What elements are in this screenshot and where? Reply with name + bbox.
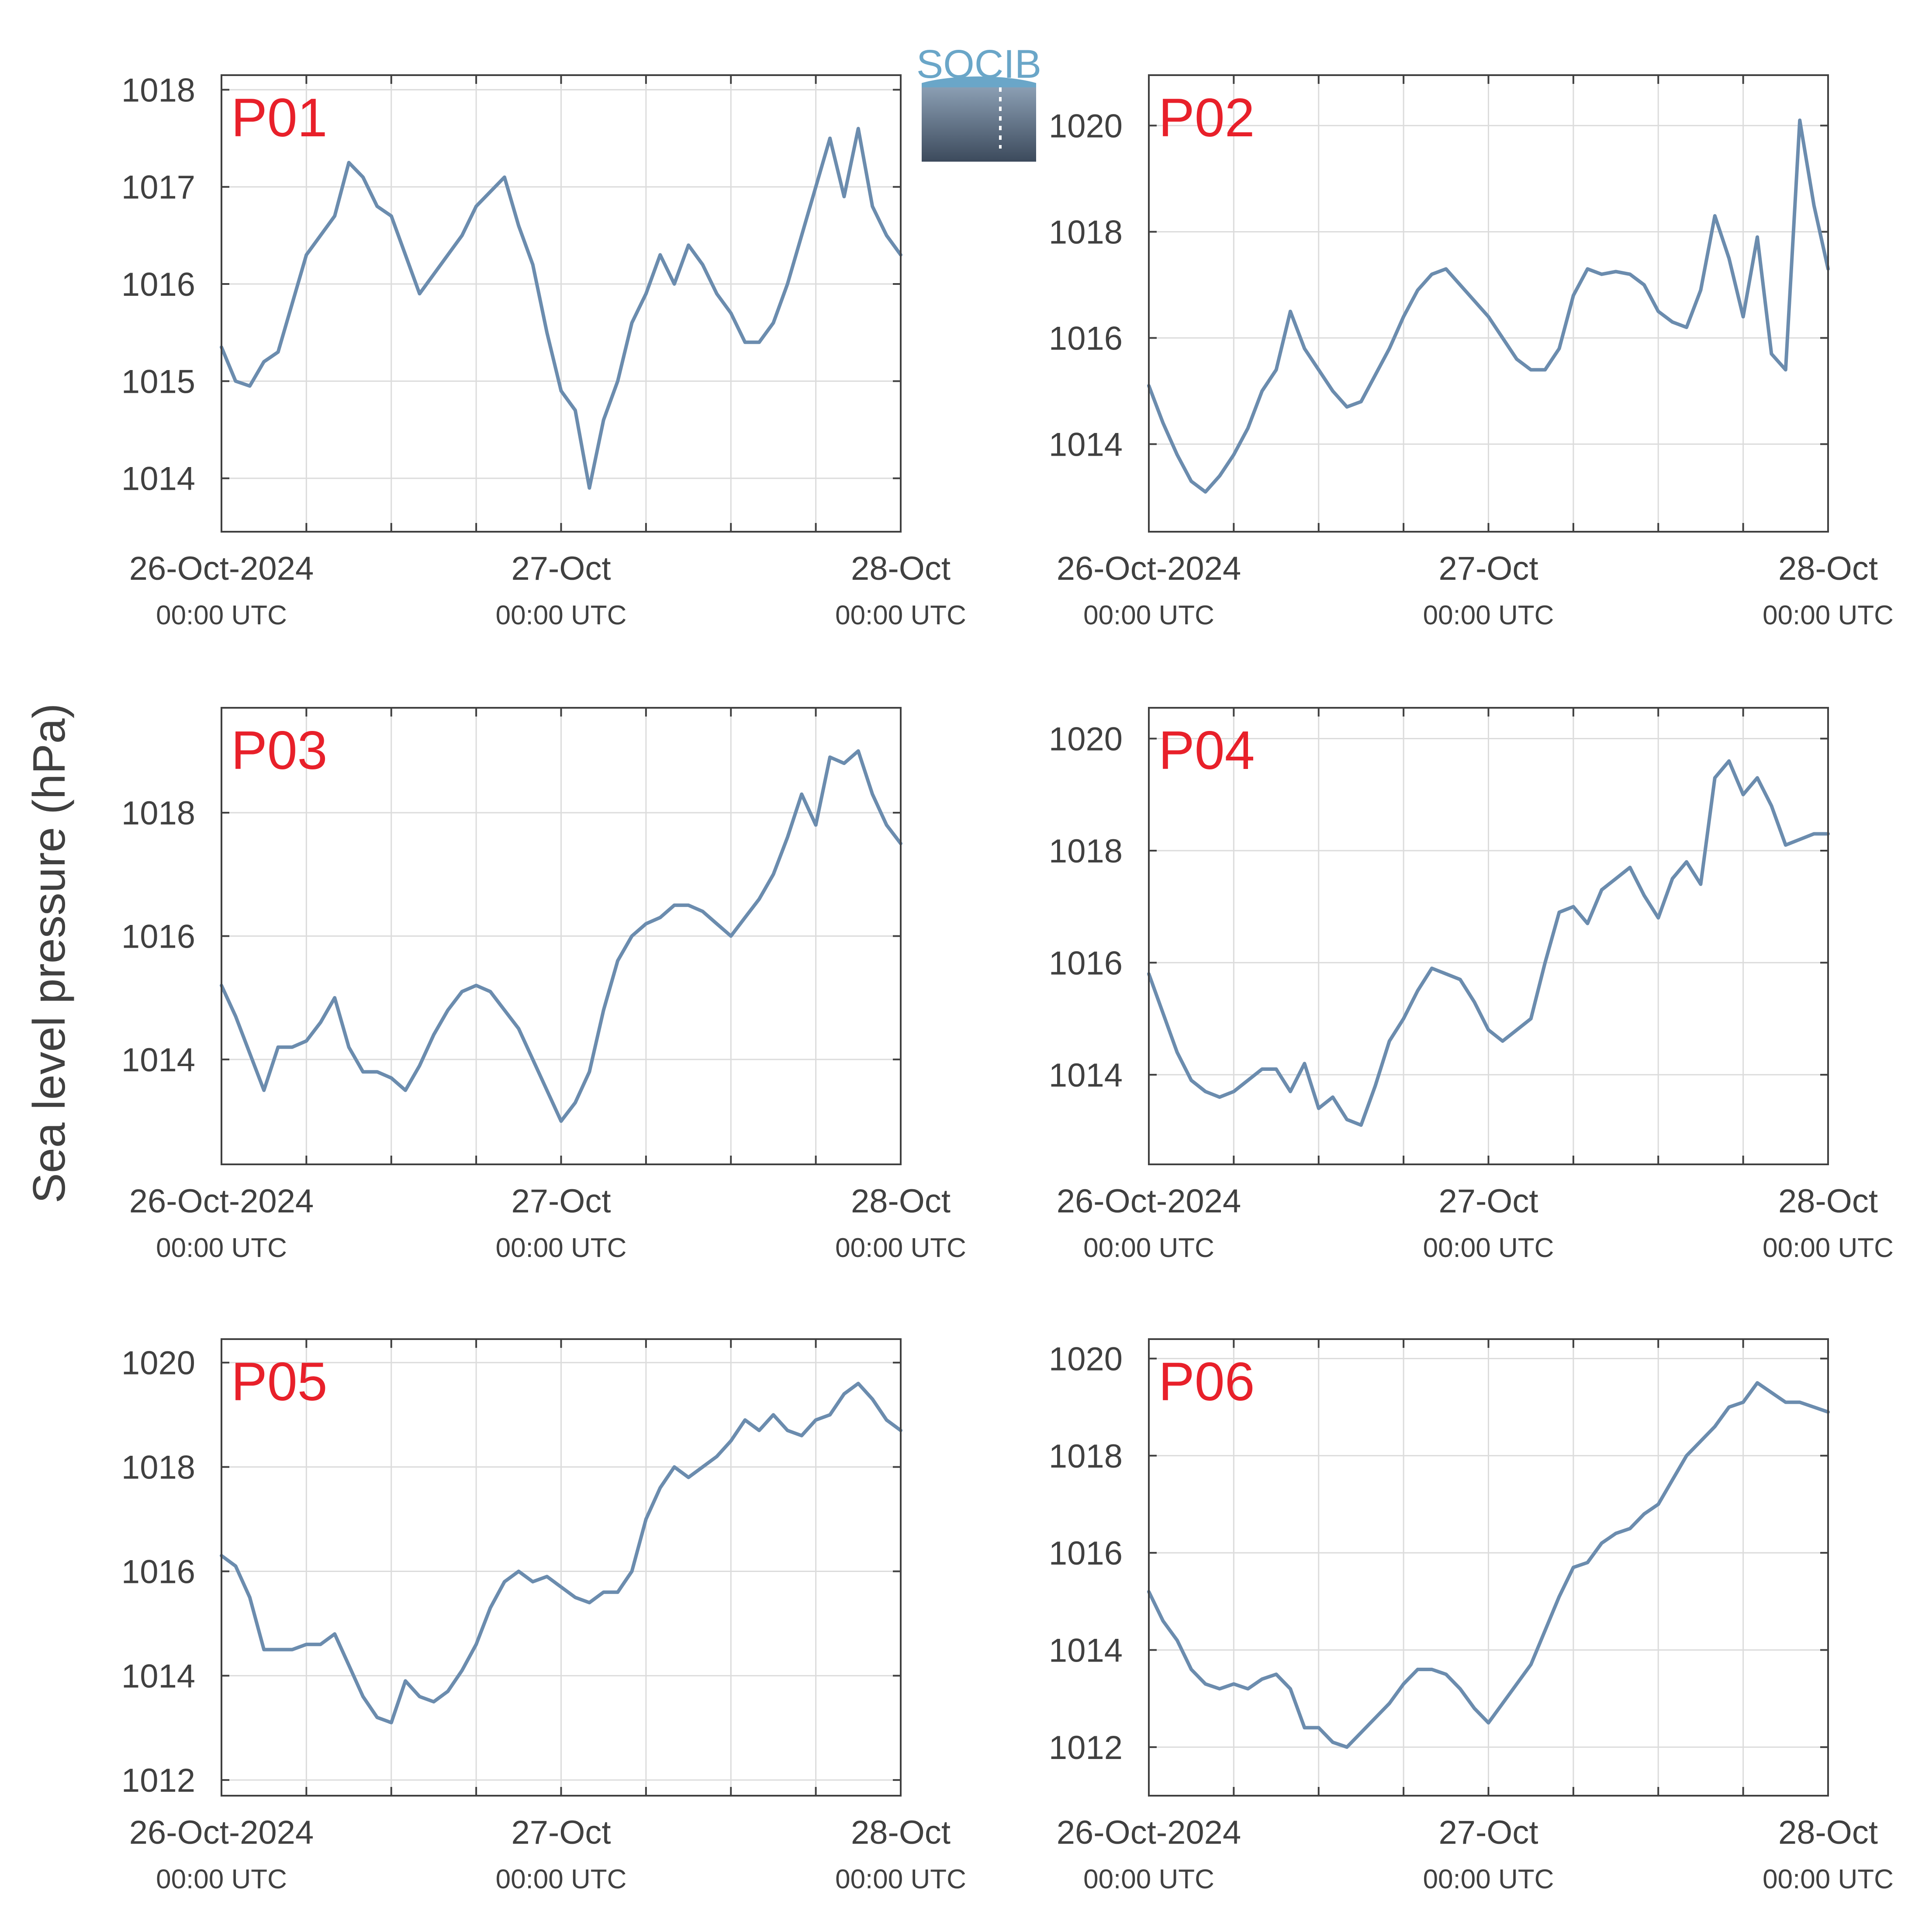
- x-tick-label-date: 27-Oct: [511, 1814, 611, 1851]
- y-tick-label: 1014: [121, 1042, 195, 1079]
- panel-p06: 1012 1014 1016 1018 1020 26-Oct-2024 00:00 UTC…: [1049, 1338, 1894, 1894]
- x-tick-label-date: 26-Oct-2024: [129, 1814, 314, 1851]
- x-tick-label-time: 00:00 UTC: [496, 600, 627, 630]
- y-tick-label: 1016: [1049, 320, 1123, 357]
- y-tick-label: 1012: [121, 1762, 195, 1799]
- y-tick-label: 1012: [1049, 1729, 1123, 1766]
- y-tick-label: 1020: [1049, 721, 1123, 758]
- x-tick-label-date: 26-Oct-2024: [1057, 1183, 1241, 1220]
- x-tick-label-date: 26-Oct-2024: [129, 1183, 314, 1220]
- panel-label-p04: P04: [1158, 720, 1255, 781]
- x-tick-label-date: 28-Oct: [1778, 1814, 1878, 1851]
- socib-logo: SOCIB: [916, 42, 1041, 162]
- y-tick-label: 1016: [121, 1553, 195, 1590]
- x-tick-label-date: 27-Oct: [1438, 1814, 1538, 1851]
- y-tick-label: 1018: [1049, 833, 1123, 870]
- x-tick-label-date: 28-Oct: [851, 1814, 951, 1851]
- x-tick-label-time: 00:00 UTC: [1763, 600, 1894, 630]
- y-tick-label: 1016: [121, 266, 195, 303]
- x-tick-label-time: 00:00 UTC: [156, 1864, 287, 1894]
- y-tick-label: 1016: [1049, 1535, 1123, 1572]
- series-line-p06: [1147, 1381, 1830, 1749]
- x-tick-label-time: 00:00 UTC: [1083, 600, 1214, 630]
- panel-label-p05: P05: [231, 1352, 328, 1412]
- y-tick-label: 1018: [121, 795, 195, 832]
- y-tick-label: 1020: [1049, 1340, 1123, 1378]
- panel-p03: 1014 1016 1018 26-Oct-2024 00:00 UTC 27-Oct 00…: [121, 707, 966, 1263]
- logo-block: [922, 83, 1036, 162]
- x-tick-label-date: 26-Oct-2024: [1057, 1814, 1241, 1851]
- x-tick-label-time: 00:00 UTC: [835, 1864, 966, 1894]
- x-tick-label-time: 00:00 UTC: [835, 600, 966, 630]
- plot-frame: [1148, 1338, 1829, 1797]
- y-tick-label: 1018: [1049, 214, 1123, 251]
- x-tick-label-time: 00:00 UTC: [1763, 1864, 1894, 1894]
- x-tick-label-time: 00:00 UTC: [1423, 600, 1554, 630]
- x-tick-label-time: 00:00 UTC: [835, 1233, 966, 1263]
- panel-p04: 1014 1016 1018 1020 26-Oct-2024 00:00 UTC 27-O…: [1049, 707, 1894, 1263]
- y-tick-label: 1018: [121, 1449, 195, 1486]
- y-tick-label: 1014: [121, 1658, 195, 1695]
- y-tick-label: 1016: [1049, 945, 1123, 982]
- series-line-p04: [1147, 759, 1830, 1127]
- series-line-p05: [220, 1381, 902, 1724]
- y-axis-title: Sea level pressure (hPa): [24, 703, 75, 1204]
- panel-label-p03: P03: [231, 720, 328, 781]
- y-tick-label: 1014: [1049, 426, 1123, 464]
- x-tick-label-date: 27-Oct: [1438, 550, 1538, 587]
- logo-wave: [922, 76, 1036, 87]
- x-tick-label-time: 00:00 UTC: [1423, 1233, 1554, 1263]
- x-tick-label-time: 00:00 UTC: [1083, 1233, 1214, 1263]
- x-tick-label-time: 00:00 UTC: [156, 600, 287, 630]
- plot-frame: [221, 707, 902, 1165]
- x-tick-label-date: 26-Oct-2024: [1057, 550, 1241, 587]
- plot-frame: [221, 74, 902, 533]
- plot-frame: [1148, 707, 1829, 1165]
- x-tick-label-date: 28-Oct: [851, 1183, 951, 1220]
- y-tick-label: 1018: [1049, 1438, 1123, 1475]
- x-tick-label-time: 00:00 UTC: [496, 1864, 627, 1894]
- panel-label-p01: P01: [231, 88, 328, 148]
- x-tick-label-date: 27-Oct: [1438, 1183, 1538, 1220]
- x-tick-label-date: 27-Oct: [511, 550, 611, 587]
- y-tick-label: 1015: [121, 363, 195, 400]
- series-line-p02: [1147, 118, 1830, 494]
- x-tick-label-date: 26-Oct-2024: [129, 550, 314, 587]
- series-line-p01: [220, 127, 902, 490]
- plot-frame: [1148, 74, 1829, 533]
- panel-p05: 1012 1014 1016 1018 1020 26-Oct-2024 00:00 UTC…: [121, 1338, 966, 1894]
- x-tick-label-date: 27-Oct: [511, 1183, 611, 1220]
- y-tick-label: 1018: [121, 72, 195, 109]
- x-tick-label-time: 00:00 UTC: [1083, 1864, 1214, 1894]
- x-tick-label-date: 28-Oct: [851, 550, 951, 587]
- x-tick-label-time: 00:00 UTC: [1423, 1864, 1554, 1894]
- y-tick-label: 1014: [121, 460, 195, 498]
- y-tick-label: 1014: [1049, 1057, 1123, 1094]
- y-tick-label: 1014: [1049, 1632, 1123, 1669]
- panel-p02: 1014 1016 1018 1020 26-Oct-2024 00:00 UTC 27-O…: [1049, 74, 1894, 630]
- plot-frame: [221, 1338, 902, 1797]
- x-tick-label-time: 00:00 UTC: [1763, 1233, 1894, 1263]
- panel-label-p02: P02: [1158, 88, 1255, 148]
- panels: 1014 1015 1016 1017 1018 26-Oct-2024 00:00 UTC…: [121, 72, 1894, 1894]
- x-tick-label-date: 28-Oct: [1778, 550, 1878, 587]
- series-line-p03: [220, 749, 902, 1123]
- y-tick-label: 1016: [121, 918, 195, 956]
- x-tick-label-time: 00:00 UTC: [496, 1233, 627, 1263]
- panel-label-p06: P06: [1158, 1352, 1255, 1412]
- x-tick-label-time: 00:00 UTC: [156, 1233, 287, 1263]
- y-tick-label: 1020: [121, 1345, 195, 1382]
- logo-text: SOCIB: [916, 42, 1041, 87]
- y-tick-label: 1017: [121, 169, 195, 206]
- y-tick-label: 1020: [1049, 107, 1123, 145]
- x-tick-label-date: 28-Oct: [1778, 1183, 1878, 1220]
- panel-p01: 1014 1015 1016 1017 1018 26-Oct-2024 00:00 UTC…: [121, 72, 966, 630]
